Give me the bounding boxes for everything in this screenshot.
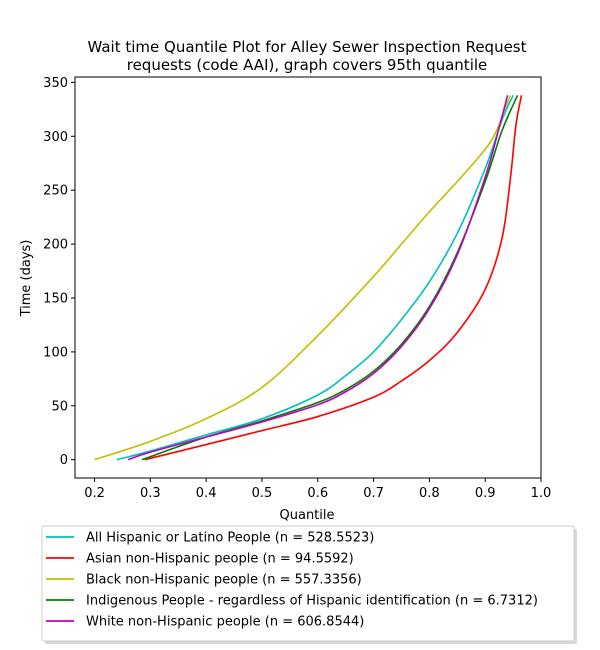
chart-title-line-2: requests (code AAI), graph covers 95th q…	[127, 56, 488, 74]
series-line-4	[127, 95, 509, 461]
x-tick-label: 0.5	[252, 486, 273, 501]
series-line-2	[94, 95, 512, 461]
series-line-3	[141, 95, 519, 461]
legend-entry-4: White non-Hispanic people (n = 606.8544)	[86, 615, 364, 630]
y-tick-label: 150	[43, 291, 68, 306]
legend: All Hispanic or Latino People (n = 528.5…	[41, 525, 577, 644]
x-tick-label: 0.9	[475, 486, 496, 501]
x-tick-label: 1.0	[531, 486, 552, 501]
x-tick-label: 0.8	[419, 486, 440, 501]
plot-area: 0.2 0.3 0.4 0.5 0.6 0.7 0.8 0.9 1.0 0 50 100 150 200 2…	[43, 76, 551, 501]
legend-box	[41, 525, 575, 642]
y-tick-label: 50	[51, 399, 68, 414]
chart-title: Wait time Quantile Plot for Alley Sewer …	[87, 38, 526, 74]
legend-entry-0: All Hispanic or Latino People (n = 528.5…	[86, 531, 374, 546]
y-tick-label: 250	[43, 184, 68, 199]
y-tick-label: 100	[43, 345, 68, 360]
x-tick-label: 0.2	[84, 486, 105, 501]
x-tick-label: 0.7	[363, 486, 384, 501]
y-axis-label: Time (days)	[19, 240, 34, 318]
y-tick-label: 350	[43, 76, 68, 91]
legend-entry-3: Indigenous People - regardless of Hispan…	[86, 594, 538, 609]
x-tick-label: 0.3	[140, 486, 161, 501]
legend-entry-1: Asian non-Hispanic people (n = 94.5592)	[86, 552, 354, 567]
x-tick-label: 0.4	[196, 486, 217, 501]
series-line-1	[144, 95, 523, 461]
legend-entry-2: Black non-Hispanic people (n = 557.3356)	[86, 573, 362, 588]
y-tick-label: 300	[43, 130, 68, 145]
x-axis-label: Quantile	[280, 508, 335, 523]
plot-frame	[74, 76, 542, 479]
y-tick-label: 0	[60, 453, 68, 468]
y-tick-label: 200	[43, 238, 68, 253]
series-line-0	[116, 95, 514, 461]
x-tick-label: 0.6	[307, 486, 328, 501]
chart-title-line-1: Wait time Quantile Plot for Alley Sewer …	[87, 38, 526, 56]
